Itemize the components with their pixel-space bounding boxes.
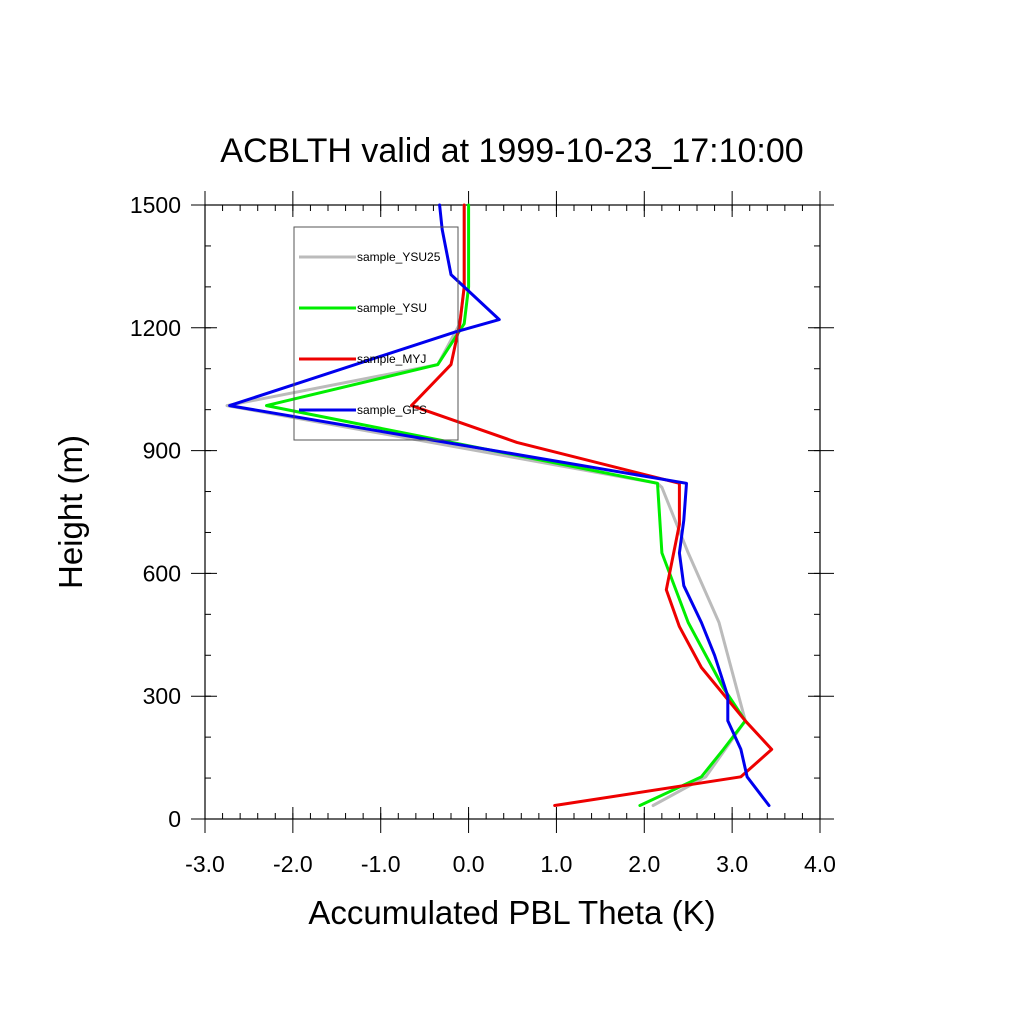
y-tick-label: 1200 — [130, 315, 181, 341]
legend: sample_YSU25 sample_YSU sample_MYJ sample_G… — [293, 226, 459, 441]
plot-frame — [204, 204, 821, 820]
x-tick-label: 4.0 — [804, 851, 836, 877]
y-tick-label: 1500 — [130, 192, 181, 218]
legend-label: sample_YSU25 — [357, 250, 441, 264]
x-tick-label: 3.0 — [716, 851, 748, 877]
legend-label: sample_GFS — [357, 403, 427, 417]
tick-labels: -3.0 -2.0 -1.0 0.0 1.0 2.0 3.0 4.0 0 300 600 900 120… — [130, 192, 836, 877]
x-tick-label: 0.0 — [453, 851, 485, 877]
series-line-sample_YSU25 — [225, 203, 747, 807]
axis-ticks — [191, 191, 834, 833]
x-tick-label: -1.0 — [361, 851, 401, 877]
legend-box — [293, 226, 459, 441]
legend-label: sample_YSU — [357, 301, 427, 315]
x-axis-label: Accumulated PBL Theta (K) — [308, 894, 715, 931]
y-axis-label: Height (m) — [52, 435, 89, 589]
x-tick-label: 1.0 — [540, 851, 572, 877]
series-line-sample_YSU — [265, 203, 747, 807]
y-tick-label: 600 — [143, 560, 181, 586]
series-line-sample_MYJ — [410, 203, 774, 807]
series-line-sample_GFS — [228, 203, 771, 807]
y-tick-label: 0 — [168, 806, 181, 832]
y-tick-label: 300 — [143, 683, 181, 709]
x-tick-label: -2.0 — [273, 851, 313, 877]
legend-label: sample_MYJ — [357, 352, 426, 366]
x-tick-label: 2.0 — [628, 851, 660, 877]
chart-title: ACBLTH valid at 1999-10-23_17:10:00 — [220, 132, 803, 170]
x-tick-label: -3.0 — [185, 851, 225, 877]
series-layer — [225, 203, 774, 807]
y-tick-label: 900 — [143, 438, 181, 464]
